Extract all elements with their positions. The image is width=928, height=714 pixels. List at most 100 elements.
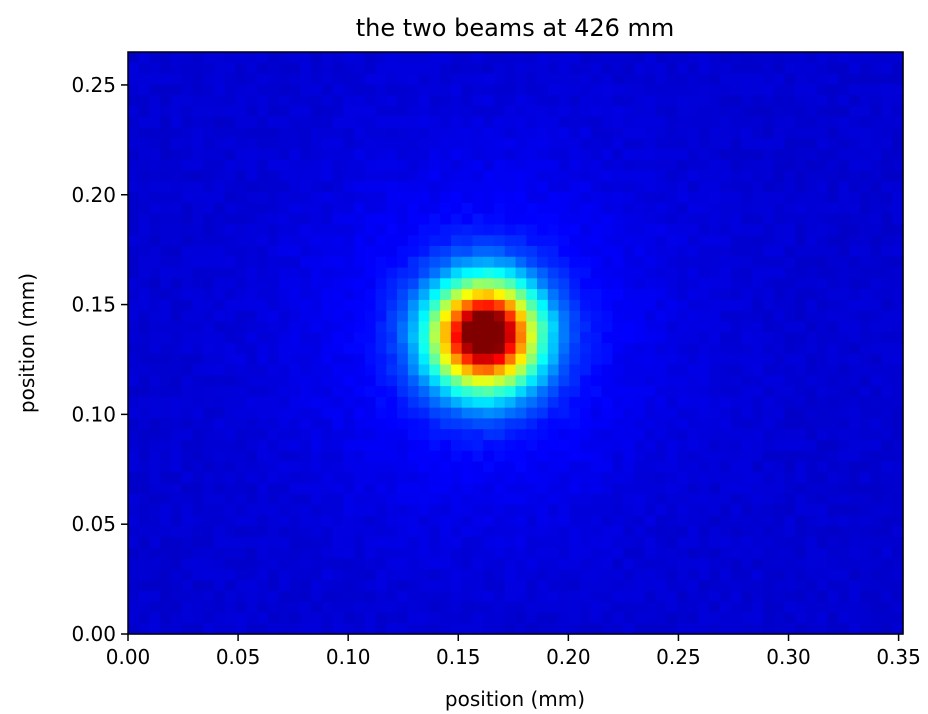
heatmap-cell (838, 116, 850, 129)
heatmap-cell (633, 73, 646, 85)
heatmap-cell (310, 52, 323, 64)
heatmap-cell (784, 343, 796, 355)
heatmap-cell (375, 62, 387, 75)
heatmap-cell (741, 386, 753, 398)
heatmap-cell (375, 278, 387, 290)
heatmap-cell (257, 84, 269, 96)
heatmap-cell (397, 375, 409, 387)
heatmap-cell (795, 569, 807, 581)
heatmap-cell (504, 149, 517, 161)
heatmap-cell (450, 246, 463, 258)
heatmap-cell (192, 429, 204, 441)
heatmap-cell (375, 623, 387, 635)
heatmap-cell (590, 483, 603, 495)
heatmap-cell (547, 515, 560, 527)
heatmap-cell (483, 343, 495, 355)
heatmap-cell (192, 213, 204, 226)
heatmap-cell (257, 418, 269, 430)
heatmap-cell (461, 515, 474, 527)
heatmap-cell (827, 278, 840, 290)
heatmap-cell (870, 418, 883, 430)
heatmap-cell (870, 310, 883, 323)
heatmap-cell (278, 62, 291, 75)
heatmap-cell (289, 332, 301, 344)
heatmap-cell (267, 601, 280, 614)
heatmap-cell (300, 278, 312, 290)
heatmap-cell (623, 547, 635, 560)
heatmap-cell (547, 364, 560, 376)
heatmap-cell (461, 450, 474, 463)
heatmap-cell (267, 246, 280, 258)
heatmap-cell (332, 440, 344, 452)
heatmap-cell (450, 450, 463, 463)
heatmap-cell (816, 181, 829, 193)
heatmap-cell (149, 526, 161, 538)
heatmap-cell (623, 202, 635, 215)
heatmap-cell (192, 364, 204, 376)
heatmap-cell (644, 590, 657, 603)
heatmap-cell (171, 62, 183, 75)
heatmap-cell (429, 461, 441, 473)
heatmap-cell (784, 590, 796, 603)
heatmap-cell (450, 461, 463, 473)
heatmap-cell (181, 386, 194, 398)
heatmap-cell (375, 116, 387, 129)
heatmap-cell (601, 612, 613, 624)
heatmap-cell (332, 558, 344, 570)
heatmap-cell (397, 472, 409, 484)
heatmap-cell (698, 310, 710, 323)
heatmap-cell (289, 95, 301, 107)
heatmap-cell (440, 62, 452, 75)
heatmap-cell (461, 246, 474, 258)
heatmap-cell (666, 202, 678, 215)
heatmap-cell (246, 159, 258, 172)
heatmap-cell (784, 375, 796, 387)
heatmap-cell (741, 515, 753, 527)
heatmap-cell (138, 472, 151, 484)
heatmap-cell (849, 483, 861, 495)
heatmap-cell (483, 267, 495, 279)
heatmap-cell (171, 267, 183, 279)
heatmap-cell (892, 310, 904, 323)
heatmap-cell (666, 461, 678, 473)
heatmap-cell (289, 181, 301, 193)
heatmap-cell (407, 547, 420, 560)
heatmap-cell (278, 84, 291, 96)
heatmap-cell (289, 461, 301, 473)
heatmap-cell (386, 170, 398, 182)
heatmap-cell (870, 192, 883, 204)
heatmap-cell (375, 127, 387, 139)
heatmap-cell (655, 332, 667, 344)
heatmap-cell (278, 310, 291, 323)
heatmap-cell (676, 375, 689, 387)
heatmap-cell (687, 299, 700, 312)
heatmap-cell (590, 202, 603, 215)
heatmap-cell (504, 332, 517, 344)
heatmap-cell (698, 429, 710, 441)
heatmap-cell (849, 149, 861, 161)
heatmap-cell (310, 127, 323, 139)
heatmap-cell (278, 353, 291, 366)
heatmap-cell (214, 375, 226, 387)
heatmap-cell (321, 450, 334, 463)
heatmap-cell (278, 138, 291, 150)
heatmap-cell (784, 547, 796, 560)
heatmap-cell (181, 407, 194, 420)
heatmap-cell (407, 321, 420, 333)
heatmap-cell (310, 407, 323, 420)
heatmap-cell (515, 332, 527, 344)
heatmap-cell (763, 623, 775, 635)
heatmap-cell (666, 289, 678, 301)
heatmap-cell (601, 73, 613, 85)
heatmap-cell (375, 138, 387, 150)
heatmap-cell (795, 601, 807, 614)
heatmap-cell (160, 235, 172, 247)
heatmap-cell (730, 493, 743, 506)
heatmap-cell (730, 310, 743, 323)
heatmap-cell (203, 515, 215, 527)
heatmap-cell (795, 461, 807, 473)
heatmap-cell (321, 515, 334, 527)
heatmap-cell (203, 95, 215, 107)
heatmap-cell (676, 224, 689, 236)
heatmap-cell (354, 386, 366, 398)
